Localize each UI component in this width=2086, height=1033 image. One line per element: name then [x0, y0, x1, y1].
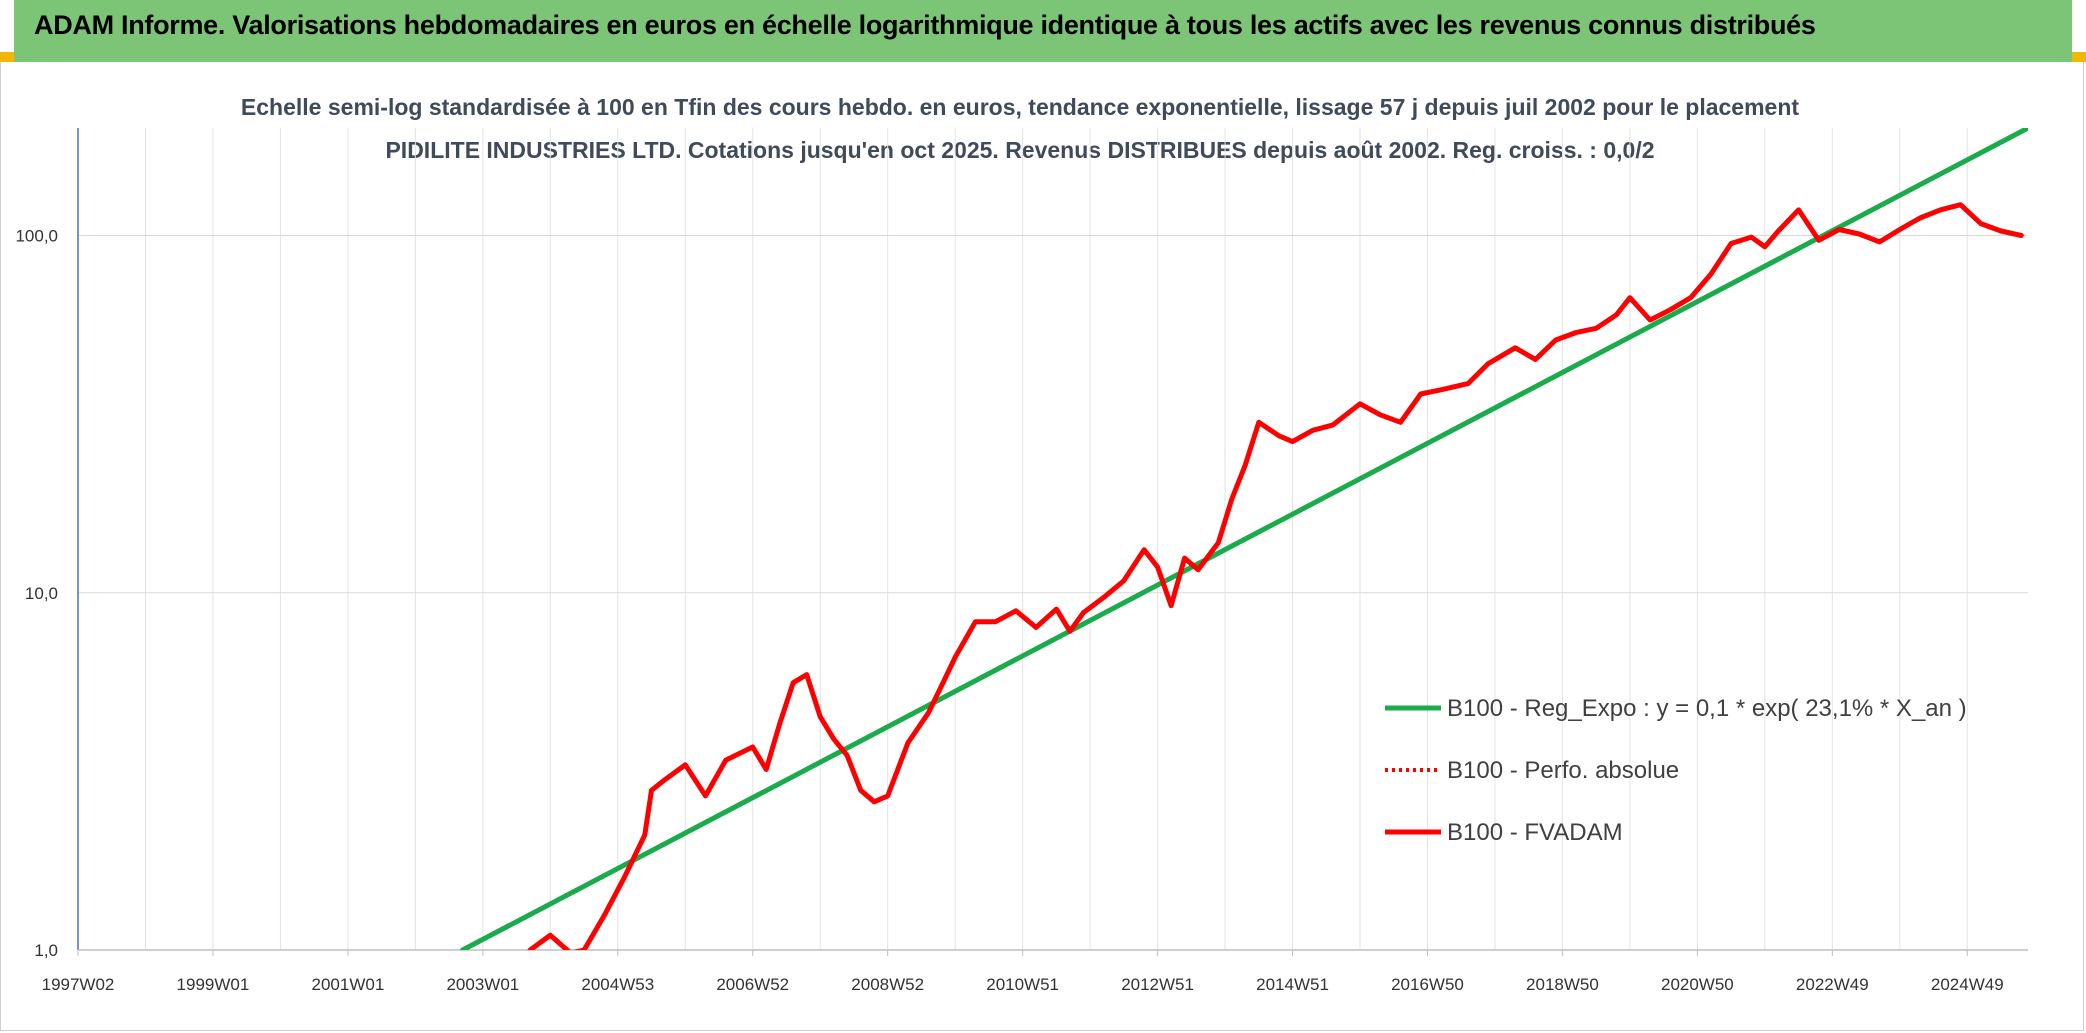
x-tick-label: 1997W02 [42, 975, 115, 994]
corner-marker-left [0, 52, 14, 62]
x-tick-label: 2018W50 [1526, 975, 1599, 994]
x-tick-label: 2004W53 [581, 975, 654, 994]
chart-frame [0, 62, 2084, 1031]
y-tick-label: 1,0 [34, 941, 58, 960]
series-line-3 [527, 202, 2024, 950]
x-tick-label: 2001W01 [312, 975, 385, 994]
legend-label: B100 - Reg_Expo : y = 0,1 * exp( 23,1% *… [1447, 695, 1967, 722]
x-tick-label: 2022W49 [1796, 975, 1869, 994]
x-tick-label: 2020W50 [1661, 975, 1734, 994]
x-tick-label: 2014W51 [1256, 975, 1329, 994]
x-tick-label: 2010W51 [986, 975, 1059, 994]
report-title: ADAM Informe. Valorisations hebdomadaire… [34, 10, 1816, 40]
x-tick-label: 2024W49 [1931, 975, 2004, 994]
x-tick-label: 2003W01 [446, 975, 519, 994]
report-banner: ADAM Informe. Valorisations hebdomadaire… [14, 0, 2072, 62]
y-tick-label: 10,0 [25, 584, 58, 603]
x-tick-label: 2016W50 [1391, 975, 1464, 994]
legend-label: B100 - Perfo. absolue [1447, 757, 1679, 784]
legend-label: B100 - FVADAM [1447, 819, 1623, 846]
x-tick-label: 2008W52 [851, 975, 924, 994]
corner-marker-right [2072, 52, 2086, 62]
series-line-1 [460, 128, 2028, 950]
y-tick-label: 100,0 [15, 227, 58, 246]
x-tick-label: 1999W01 [177, 975, 250, 994]
chart-title: Echelle semi-log standardisée à 100 en T… [240, 94, 1800, 163]
x-tick-label: 2006W52 [716, 975, 789, 994]
x-tick-label: 2012W51 [1121, 975, 1194, 994]
